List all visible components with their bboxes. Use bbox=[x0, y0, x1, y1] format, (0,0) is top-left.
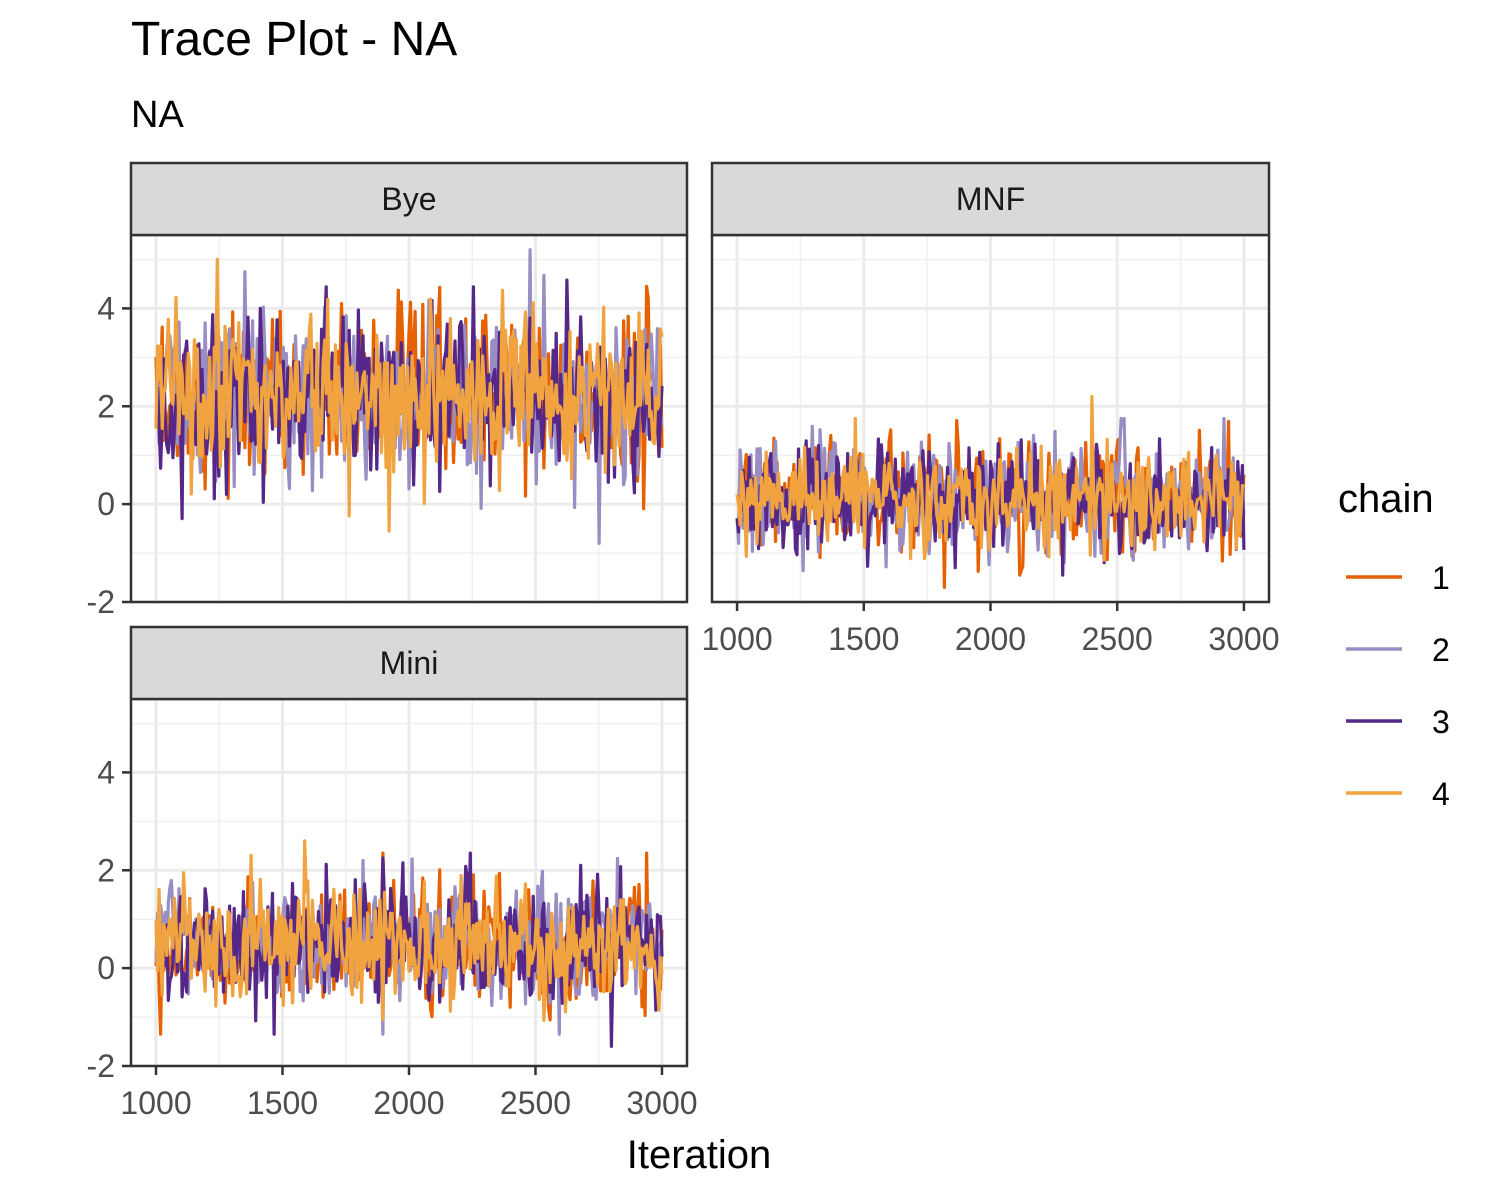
x-tick-label: 1000 bbox=[701, 621, 772, 657]
legend-label-chain-1: 1 bbox=[1432, 560, 1450, 596]
x-tick-label: 1500 bbox=[828, 621, 899, 657]
x-tick-label: 2000 bbox=[955, 621, 1026, 657]
x-tick-label: 2000 bbox=[373, 1085, 444, 1121]
legend-label-chain-2: 2 bbox=[1432, 632, 1450, 668]
x-tick-label: 2500 bbox=[1082, 621, 1153, 657]
x-tick-label: 3000 bbox=[1208, 621, 1279, 657]
x-axis-title: Iteration bbox=[627, 1133, 772, 1177]
x-tick-label: 1500 bbox=[247, 1085, 318, 1121]
facet-label: MNF bbox=[956, 181, 1025, 217]
y-tick-label: 4 bbox=[97, 754, 115, 790]
legend-title: chain bbox=[1338, 477, 1434, 521]
facet-strip bbox=[129, 625, 689, 701]
y-tick-label: -2 bbox=[87, 1048, 115, 1084]
chart-subtitle: NA bbox=[131, 94, 184, 136]
legend: chain 1 2 3 4 bbox=[1338, 477, 1450, 812]
legend-label-chain-4: 4 bbox=[1432, 776, 1450, 812]
facet-mini: Mini -2 0 2 4 1000 1500 2000 2500 3000 bbox=[87, 625, 698, 1121]
y-tick-label: 2 bbox=[97, 388, 115, 424]
chart-title: Trace Plot - NA bbox=[131, 13, 458, 66]
x-tick-label: 3000 bbox=[626, 1085, 697, 1121]
facet-label: Mini bbox=[380, 645, 439, 681]
facet-bye: Bye -2 0 2 4 bbox=[87, 161, 689, 620]
trace-line-chain-4 bbox=[735, 394, 1246, 562]
facet-mnf: MNF 1000 1500 2000 2500 3000 bbox=[701, 161, 1280, 657]
y-tick-label: 4 bbox=[97, 290, 115, 326]
y-tick-label: -2 bbox=[87, 584, 115, 620]
y-tick-label: 0 bbox=[97, 486, 115, 522]
trace-line-chain-3 bbox=[154, 851, 664, 1048]
y-tick-label: 2 bbox=[97, 852, 115, 888]
facet-strip bbox=[710, 161, 1271, 237]
x-tick-label: 2500 bbox=[500, 1085, 571, 1121]
trace-line-chain-4 bbox=[154, 257, 664, 533]
trace-line-chain-3 bbox=[735, 437, 1246, 577]
legend-label-chain-3: 3 bbox=[1432, 704, 1450, 740]
x-tick-label: 1000 bbox=[120, 1085, 191, 1121]
y-tick-label: 0 bbox=[97, 950, 115, 986]
facet-strip bbox=[129, 161, 689, 237]
trace-line-chain-4 bbox=[154, 839, 664, 1022]
facet-label: Bye bbox=[381, 181, 436, 217]
